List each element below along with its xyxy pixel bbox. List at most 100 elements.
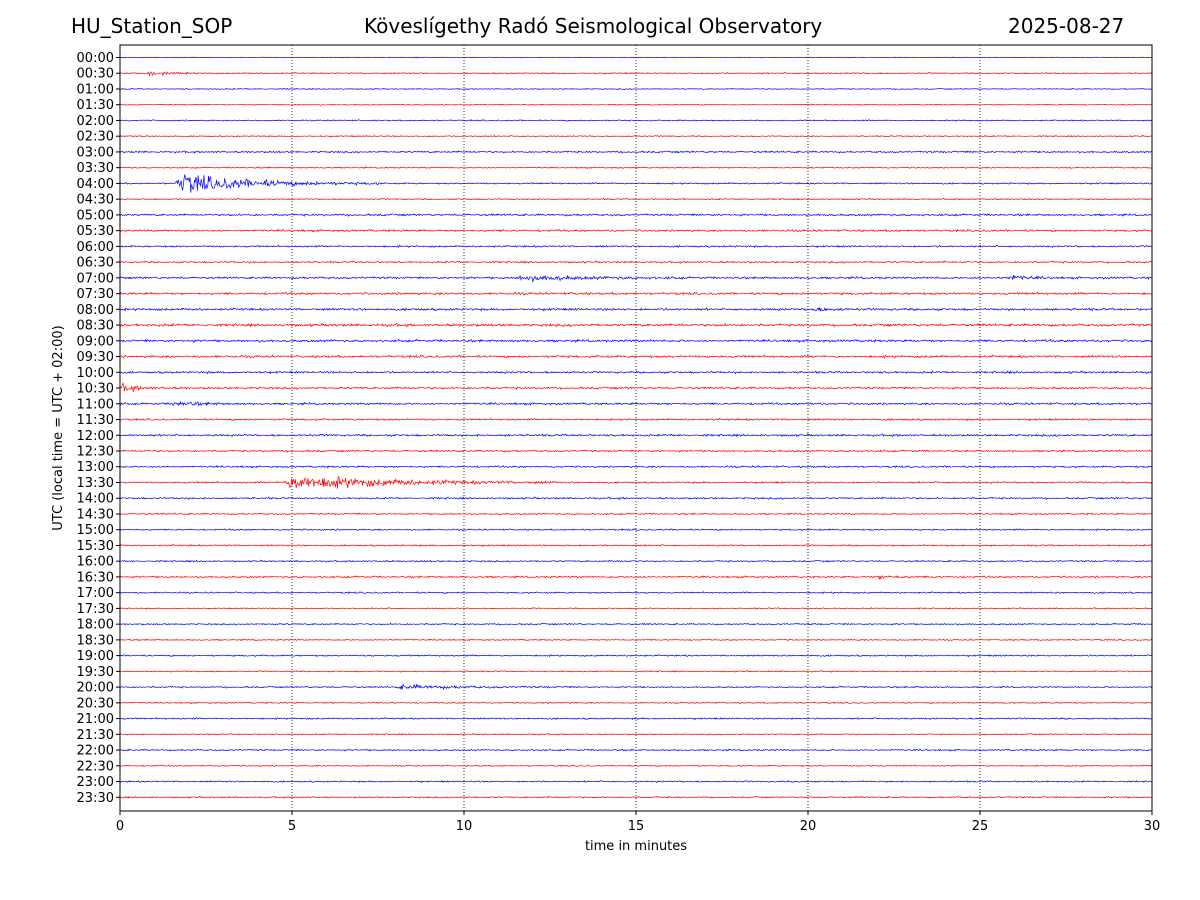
x-axis: 0 5 10 15 20 25 30 xyxy=(116,811,1160,834)
y-tick-label: 22:30 xyxy=(77,759,114,774)
y-tick-label: 07:00 xyxy=(77,271,114,286)
y-tick-label: 18:00 xyxy=(77,618,114,633)
trace-0800 xyxy=(119,307,1153,312)
trace-1300 xyxy=(119,465,1153,469)
y-tick-label: 09:30 xyxy=(77,350,114,365)
trace-0530 xyxy=(119,228,1153,233)
trace-0330 xyxy=(119,166,1153,170)
y-tick-label: 17:30 xyxy=(77,602,114,617)
trace-1500 xyxy=(119,528,1153,532)
trace-2100 xyxy=(119,717,1152,721)
y-tick-label: 00:00 xyxy=(77,51,114,66)
trace-0100 xyxy=(119,87,1153,91)
x-tick-label: 5 xyxy=(288,819,296,834)
trace-2300 xyxy=(119,779,1153,784)
y-tick-label: 08:00 xyxy=(77,303,114,318)
y-tick-label: 12:30 xyxy=(77,445,114,460)
date-label: 2025-08-27 xyxy=(1008,14,1125,38)
trace-2130 xyxy=(119,732,1153,736)
grid-lines xyxy=(291,45,981,811)
trace-1600 xyxy=(119,559,1153,563)
trace-1630 xyxy=(119,575,1153,580)
y-tick-label: 15:30 xyxy=(77,539,114,554)
trace-1030 xyxy=(119,381,1153,393)
y-tick-label: 16:00 xyxy=(77,555,114,570)
station-label: HU_Station_SOP xyxy=(71,14,233,38)
trace-0030 xyxy=(119,71,1153,77)
y-tick-label: 03:00 xyxy=(77,145,114,160)
y-tick-label: 14:30 xyxy=(77,507,114,522)
y-tick-label: 13:30 xyxy=(77,476,114,491)
y-tick-label: 20:30 xyxy=(77,696,114,711)
y-tick-label: 23:30 xyxy=(77,791,114,806)
y-tick-label: 21:30 xyxy=(77,728,114,743)
trace-1930 xyxy=(119,669,1153,673)
trace-0600 xyxy=(119,244,1153,249)
y-tick-label: 13:00 xyxy=(77,460,114,475)
y-tick-label: 06:00 xyxy=(77,240,114,255)
y-tick-label: 05:00 xyxy=(77,208,114,223)
y-tick-label: 07:30 xyxy=(77,287,114,302)
y-tick-label: 15:00 xyxy=(77,523,114,538)
y-axis: 00:0000:3001:0001:3002:0002:3003:0003:30… xyxy=(77,51,120,806)
trace-1400 xyxy=(119,496,1153,501)
trace-1530 xyxy=(119,543,1153,548)
y-tick-label: 01:00 xyxy=(77,82,114,97)
trace-1000 xyxy=(119,370,1153,375)
y-tick-label: 06:30 xyxy=(77,256,114,271)
trace-0000 xyxy=(119,56,1153,59)
trace-0730 xyxy=(119,291,1153,296)
y-tick-label: 10:00 xyxy=(77,366,114,381)
trace-1330 xyxy=(119,476,1153,489)
y-tick-label: 11:30 xyxy=(77,413,114,428)
y-tick-label: 03:30 xyxy=(77,161,114,176)
y-tick-label: 23:00 xyxy=(77,775,114,790)
y-tick-label: 09:00 xyxy=(77,334,114,349)
y-tick-label: 12:00 xyxy=(77,429,114,444)
x-tick-label: 20 xyxy=(800,819,817,834)
y-axis-label: UTC (local time = UTC + 02:00) xyxy=(51,325,66,530)
x-tick-label: 30 xyxy=(1144,819,1161,834)
y-tick-label: 21:00 xyxy=(77,712,114,727)
trace-0300 xyxy=(119,150,1153,154)
y-tick-label: 10:30 xyxy=(77,382,114,397)
trace-0200 xyxy=(119,119,1153,122)
trace-1230 xyxy=(119,449,1153,453)
y-tick-label: 19:30 xyxy=(77,665,114,680)
trace-1830 xyxy=(119,638,1153,642)
y-tick-label: 04:00 xyxy=(77,177,114,192)
trace-0700 xyxy=(119,274,1153,283)
x-tick-label: 10 xyxy=(456,819,473,834)
x-tick-label: 25 xyxy=(972,819,989,834)
trace-1130 xyxy=(119,417,1153,422)
y-tick-label: 02:30 xyxy=(77,130,114,145)
y-tick-label: 18:30 xyxy=(77,633,114,648)
y-tick-label: 19:00 xyxy=(77,649,114,664)
trace-2230 xyxy=(119,764,1153,768)
trace-1200 xyxy=(119,433,1153,438)
trace-0500 xyxy=(119,212,1153,217)
y-tick-label: 04:30 xyxy=(77,193,114,208)
trace-1100 xyxy=(119,400,1153,407)
y-tick-label: 02:00 xyxy=(77,114,114,129)
y-tick-label: 11:00 xyxy=(77,397,114,412)
trace-1700 xyxy=(119,591,1153,595)
trace-2200 xyxy=(119,748,1153,752)
trace-2030 xyxy=(119,701,1153,705)
trace-group xyxy=(119,56,1153,799)
y-tick-label: 17:00 xyxy=(77,586,114,601)
trace-0130 xyxy=(119,103,1153,106)
y-tick-label: 08:30 xyxy=(77,319,114,334)
trace-0230 xyxy=(119,134,1153,138)
trace-0430 xyxy=(119,197,1153,201)
y-tick-label: 22:00 xyxy=(77,744,114,759)
trace-0900 xyxy=(119,338,1153,344)
trace-1800 xyxy=(119,622,1153,626)
trace-0400 xyxy=(119,174,1153,193)
trace-2000 xyxy=(119,683,1153,691)
y-tick-label: 14:00 xyxy=(77,492,114,507)
y-tick-label: 01:30 xyxy=(77,98,114,113)
y-tick-label: 16:30 xyxy=(77,570,114,585)
x-axis-label: time in minutes xyxy=(585,839,687,854)
